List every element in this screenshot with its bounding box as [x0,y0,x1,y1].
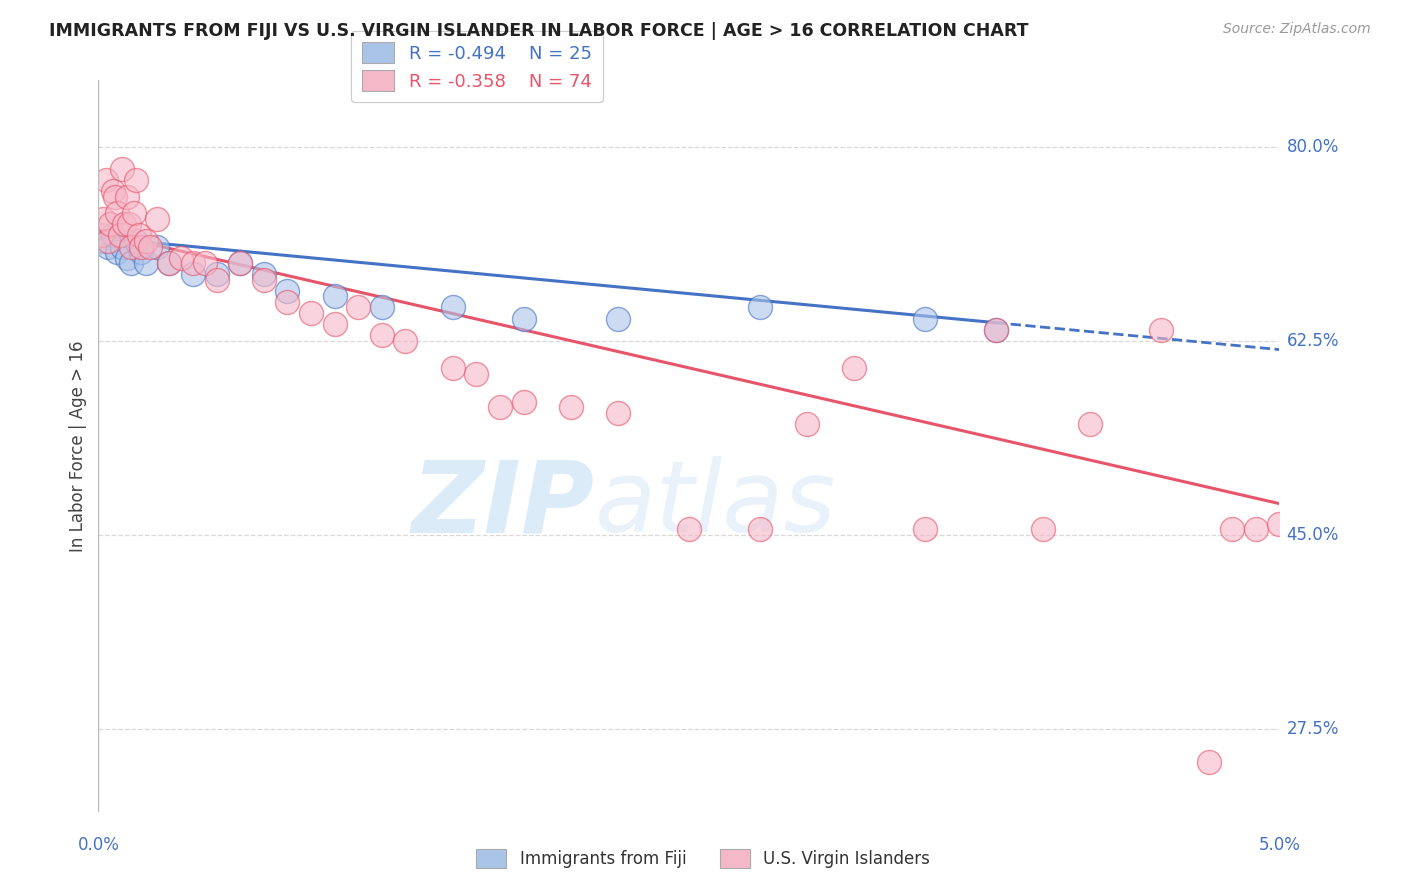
Point [299,306,322,320]
Point [94,173,117,187]
Point [748,522,770,536]
Point [135,234,157,248]
Point [121,239,143,253]
Point [253,273,276,287]
Point [914,311,936,326]
Point [139,239,162,253]
Point [371,301,394,315]
Point [441,301,464,315]
Point [347,301,370,315]
Point [97,234,120,248]
Point [276,284,298,298]
Point [323,289,346,303]
Text: 62.5%: 62.5% [1286,332,1339,350]
Text: 5.0%: 5.0% [1258,836,1301,855]
Point [394,334,416,348]
Text: IMMIGRANTS FROM FIJI VS U.S. VIRGIN ISLANDER IN LABOR FORCE | AGE > 16 CORRELATI: IMMIGRANTS FROM FIJI VS U.S. VIRGIN ISLA… [49,22,1029,40]
Point [101,184,124,198]
Point [181,256,204,270]
Point [97,239,120,253]
Point [157,256,180,270]
Point [111,239,134,253]
Point [105,206,128,220]
Point [489,401,512,415]
Point [607,311,630,326]
Point [90,228,112,243]
Point [129,239,152,253]
Point [371,328,394,343]
Point [796,417,818,431]
Point [1032,522,1054,536]
Y-axis label: In Labor Force | Age > 16: In Labor Force | Age > 16 [69,340,87,552]
Point [1220,522,1243,536]
Text: 27.5%: 27.5% [1286,720,1339,738]
Point [181,267,204,281]
Point [157,256,180,270]
Text: Source: ZipAtlas.com: Source: ZipAtlas.com [1223,22,1371,37]
Point [91,234,114,248]
Point [984,323,1007,337]
Point [170,251,193,265]
Point [205,273,228,287]
Point [146,211,169,226]
Point [1080,417,1102,431]
Point [115,251,138,265]
Point [91,211,114,226]
Point [1150,323,1173,337]
Point [914,522,936,536]
Point [748,301,770,315]
Point [844,361,866,376]
Point [229,256,252,270]
Point [441,361,464,376]
Text: ZIP: ZIP [412,456,595,553]
Point [512,394,534,409]
Point [253,267,276,281]
Point [98,218,121,232]
Point [125,234,148,248]
Point [105,245,128,260]
Point [512,311,534,326]
Point [1198,755,1220,769]
Text: 45.0%: 45.0% [1286,525,1339,543]
Point [465,367,488,381]
Point [111,161,134,176]
Point [118,218,141,232]
Point [135,256,157,270]
Point [128,228,150,243]
Point [146,239,169,253]
Legend: R = -0.494    N = 25, R = -0.358    N = 74: R = -0.494 N = 25, R = -0.358 N = 74 [352,31,603,102]
Text: atlas: atlas [595,456,837,553]
Point [229,256,252,270]
Point [678,522,700,536]
Point [194,256,217,270]
Text: 80.0%: 80.0% [1286,137,1339,156]
Point [122,206,145,220]
Point [115,189,138,203]
Point [104,189,127,203]
Point [323,317,346,331]
Legend: Immigrants from Fiji, U.S. Virgin Islanders: Immigrants from Fiji, U.S. Virgin Island… [470,842,936,875]
Text: 0.0%: 0.0% [77,836,120,855]
Point [560,401,582,415]
Point [1268,516,1291,531]
Point [121,256,143,270]
Point [129,245,152,260]
Point [112,218,135,232]
Point [101,228,124,243]
Point [276,294,298,309]
Point [1244,522,1267,536]
Point [984,323,1007,337]
Point [607,406,630,420]
Point [205,267,228,281]
Point [125,173,148,187]
Point [108,228,131,243]
